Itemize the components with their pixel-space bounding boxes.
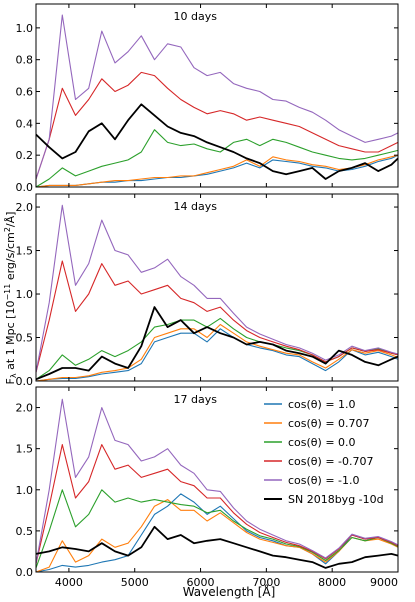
y-tick-label: 0.0 (16, 181, 34, 194)
x-tick-label: 5000 (121, 576, 149, 589)
x-tick-label: 7000 (252, 576, 280, 589)
y-tick-label: 2.0 (16, 402, 34, 415)
y-tick-label: 0.8 (16, 54, 34, 67)
legend-label: SN 2018byg -10d (288, 493, 384, 506)
panel-title: 17 days (174, 393, 218, 406)
y-tick-label: 0.6 (16, 86, 34, 99)
series-line-5 (35, 398, 399, 564)
legend-label: cos(θ) = 0.707 (288, 417, 370, 430)
plot-frame (35, 386, 399, 573)
series-line-4 (35, 71, 399, 180)
series-line-6 (35, 525, 399, 569)
plot-area (36, 387, 398, 572)
y-tick-label: 1.0 (16, 288, 34, 301)
series-line-5 (35, 14, 399, 180)
series-line-3 (35, 129, 399, 188)
series-line-1 (35, 328, 399, 382)
legend-label: cos(θ) = -1.0 (288, 474, 360, 487)
y-tick-label: 0.2 (16, 149, 34, 162)
x-tick-label: 4000 (55, 576, 83, 589)
series-line-2 (35, 323, 399, 382)
x-axis-label: Wavelength [Å] (183, 584, 276, 599)
y-tick-label: 1.5 (16, 443, 34, 456)
y-tick-label: 0.0 (16, 375, 34, 388)
plot-area (36, 4, 398, 187)
series-line-2 (35, 154, 399, 188)
y-axis-label: Fλ at 1 Mpc [10−11 erg/s/cm2/Å] (3, 212, 18, 385)
plot-frame (35, 3, 399, 188)
y-tick-label: 0.0 (16, 566, 34, 579)
panels: 0.0 0.2 0.4 0.6 0.8 1.0 10 days 0.0 0.5 1.0 1.5 2.0… (16, 3, 399, 589)
legend-label: cos(θ) = -0.707 (288, 455, 374, 468)
y-tick-label: 2.0 (16, 201, 34, 214)
plot-frame (35, 193, 399, 382)
panel-title: 10 days (174, 10, 218, 23)
series-line-4 (35, 260, 399, 373)
y-tick-label: 1.5 (16, 245, 34, 258)
y-tick-label: 0.5 (16, 525, 34, 538)
series-line-6 (35, 103, 399, 180)
legend-label: cos(θ) = 0.0 (288, 436, 356, 449)
panel-title: 14 days (174, 200, 218, 213)
x-tick-label: 8000 (318, 576, 346, 589)
series-line-6 (35, 306, 399, 381)
legend-label: cos(θ) = 1.0 (288, 398, 356, 411)
y-tick-label: 0.4 (16, 117, 34, 130)
y-tick-label: 1.0 (16, 484, 34, 497)
y-tick-label: 1.0 (16, 22, 34, 35)
x-tick-label: 6000 (187, 576, 215, 589)
panel-2: 0.0 0.5 1.0 1.5 2.0 14 days (16, 193, 399, 388)
plot-area (36, 194, 398, 381)
series-line-3 (35, 489, 399, 569)
panel-1: 0.0 0.2 0.4 0.6 0.8 1.0 10 days (16, 3, 399, 194)
y-tick-label: 0.5 (16, 332, 34, 345)
legend: cos(θ) = 1.0 cos(θ) = 0.707 cos(θ) = 0.0 co… (264, 398, 384, 506)
panel-3: 4000 5000 6000 7000 8000 9000 0.0 0.5 1.0 1.5 2.0 1… (16, 386, 399, 589)
x-tick-label: 9000 (370, 576, 398, 589)
